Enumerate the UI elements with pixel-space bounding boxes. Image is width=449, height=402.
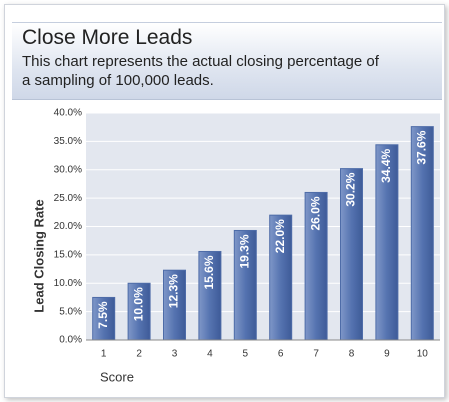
value-label: 26.0% [308, 196, 322, 230]
x-tick-label: 9 [384, 349, 390, 360]
value-label: 7.5% [96, 301, 110, 329]
y-tick-label: 5.0% [59, 306, 82, 317]
chart-subtitle: This chart represents the actual closing… [22, 53, 379, 89]
value-label: 30.2% [344, 172, 358, 206]
y-axis-label: Lead Closing Rate [31, 199, 46, 312]
y-tick-label: 15.0% [54, 250, 82, 261]
header: Close More Leads This chart represents t… [12, 22, 442, 100]
y-tick-label: 25.0% [54, 193, 82, 204]
value-label: 22.0% [273, 219, 287, 253]
value-label: 37.6% [414, 130, 428, 164]
value-label: 10.0% [131, 287, 145, 321]
y-tick-label: 10.0% [54, 278, 82, 289]
x-tick-label: 7 [313, 349, 319, 360]
x-axis-label: Score [100, 369, 134, 384]
value-label: 15.6% [202, 255, 216, 289]
y-tick-label: 0.0% [59, 335, 82, 346]
x-tick-label: 8 [349, 349, 355, 360]
x-tick-label: 4 [207, 349, 213, 360]
x-tick-label: 5 [243, 349, 249, 360]
x-tick-label: 1 [101, 349, 107, 360]
x-tick-label: 3 [172, 349, 178, 360]
y-tick-label: 40.0% [54, 108, 82, 119]
chart-title: Close More Leads [22, 26, 193, 49]
x-tick-label: 2 [136, 349, 142, 360]
value-label: 12.3% [167, 274, 181, 308]
y-tick-label: 30.0% [54, 164, 82, 175]
x-tick-label: 6 [278, 349, 284, 360]
value-label: 34.4% [379, 148, 393, 182]
x-tick-label: 10 [417, 349, 429, 360]
y-tick-label: 35.0% [54, 136, 82, 147]
y-tick-label: 20.0% [54, 221, 82, 232]
value-label: 19.3% [237, 234, 251, 268]
